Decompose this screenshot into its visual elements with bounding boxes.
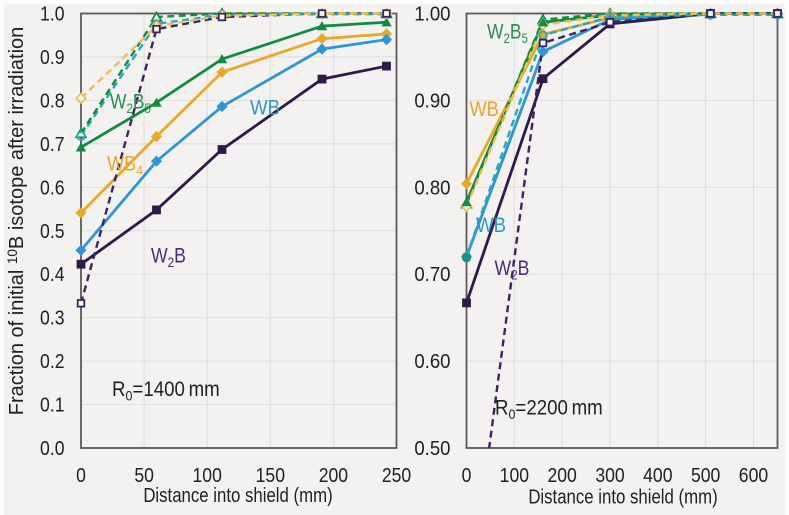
svg-text:0.90: 0.90 [414, 91, 450, 113]
svg-text:600: 600 [739, 464, 768, 486]
svg-text:W2​B5​: W2​B5​ [487, 21, 528, 46]
svg-text:W2​B: W2​B [495, 257, 530, 283]
svg-text:0.8: 0.8 [40, 89, 64, 111]
svg-text:300: 300 [595, 464, 624, 486]
svg-text:200: 200 [319, 464, 348, 486]
svg-text:0.0: 0.0 [40, 437, 64, 459]
svg-text:100: 100 [500, 464, 529, 486]
svg-text:250: 250 [382, 464, 411, 486]
svg-text:0.1: 0.1 [40, 394, 64, 416]
svg-text:Fraction of initial 10B isotop: Fraction of initial 10B isotope after ir… [5, 27, 28, 416]
svg-text:500: 500 [691, 464, 720, 486]
svg-text:0.5: 0.5 [40, 220, 64, 242]
svg-text:1.00: 1.00 [414, 4, 450, 26]
svg-text:0.2: 0.2 [40, 350, 64, 372]
svg-text:R0​=1400 mm: R0​=1400 mm [112, 378, 220, 404]
svg-text:0: 0 [462, 464, 472, 486]
svg-text:50: 50 [134, 464, 154, 486]
svg-text:0.9: 0.9 [40, 46, 64, 68]
svg-text:0: 0 [76, 464, 86, 486]
svg-text:0.60: 0.60 [414, 352, 450, 374]
svg-text:150: 150 [256, 464, 285, 486]
svg-text:1.0: 1.0 [40, 2, 64, 24]
svg-text:Distance into shield (mm): Distance into shield (mm) [143, 484, 332, 507]
svg-text:0.6: 0.6 [40, 176, 64, 198]
svg-text:0.50: 0.50 [414, 438, 450, 460]
svg-text:100: 100 [193, 464, 222, 486]
svg-text:0.4: 0.4 [40, 263, 64, 285]
svg-text:WB4​: WB4​ [470, 98, 506, 124]
svg-text:R0​=2200 mm: R0​=2200 mm [495, 397, 603, 423]
svg-text:Distance into shield (mm): Distance into shield (mm) [528, 485, 717, 508]
svg-text:WB: WB [476, 214, 506, 237]
svg-text:WB4​: WB4​ [107, 153, 143, 179]
svg-text:0.70: 0.70 [414, 265, 450, 287]
svg-text:0.7: 0.7 [40, 133, 64, 155]
svg-text:200: 200 [547, 464, 576, 486]
svg-text:0.3: 0.3 [40, 307, 64, 329]
svg-text:W2​B5​: W2​B5​ [110, 91, 151, 116]
svg-text:0.80: 0.80 [414, 178, 450, 200]
svg-text:WB: WB [250, 97, 280, 120]
svg-text:W2​B: W2​B [151, 244, 186, 270]
svg-text:400: 400 [643, 464, 672, 486]
